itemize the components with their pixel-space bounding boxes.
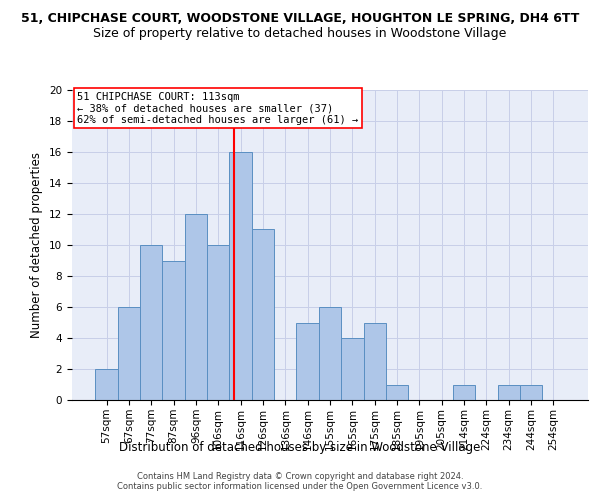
- Bar: [520, 384, 542, 400]
- Bar: [364, 322, 386, 400]
- Bar: [296, 322, 319, 400]
- Text: Size of property relative to detached houses in Woodstone Village: Size of property relative to detached ho…: [94, 28, 506, 40]
- Bar: [319, 307, 341, 400]
- Bar: [185, 214, 207, 400]
- Bar: [163, 260, 185, 400]
- Text: Distribution of detached houses by size in Woodstone Village: Distribution of detached houses by size …: [119, 441, 481, 454]
- Bar: [497, 384, 520, 400]
- Bar: [341, 338, 364, 400]
- Bar: [95, 369, 118, 400]
- Bar: [453, 384, 475, 400]
- Bar: [252, 230, 274, 400]
- Text: 51, CHIPCHASE COURT, WOODSTONE VILLAGE, HOUGHTON LE SPRING, DH4 6TT: 51, CHIPCHASE COURT, WOODSTONE VILLAGE, …: [21, 12, 579, 26]
- Text: 51 CHIPCHASE COURT: 113sqm
← 38% of detached houses are smaller (37)
62% of semi: 51 CHIPCHASE COURT: 113sqm ← 38% of deta…: [77, 92, 358, 124]
- Text: Contains HM Land Registry data © Crown copyright and database right 2024.: Contains HM Land Registry data © Crown c…: [137, 472, 463, 481]
- Text: Contains public sector information licensed under the Open Government Licence v3: Contains public sector information licen…: [118, 482, 482, 491]
- Bar: [140, 245, 163, 400]
- Bar: [118, 307, 140, 400]
- Bar: [229, 152, 252, 400]
- Y-axis label: Number of detached properties: Number of detached properties: [31, 152, 43, 338]
- Bar: [207, 245, 229, 400]
- Bar: [386, 384, 408, 400]
